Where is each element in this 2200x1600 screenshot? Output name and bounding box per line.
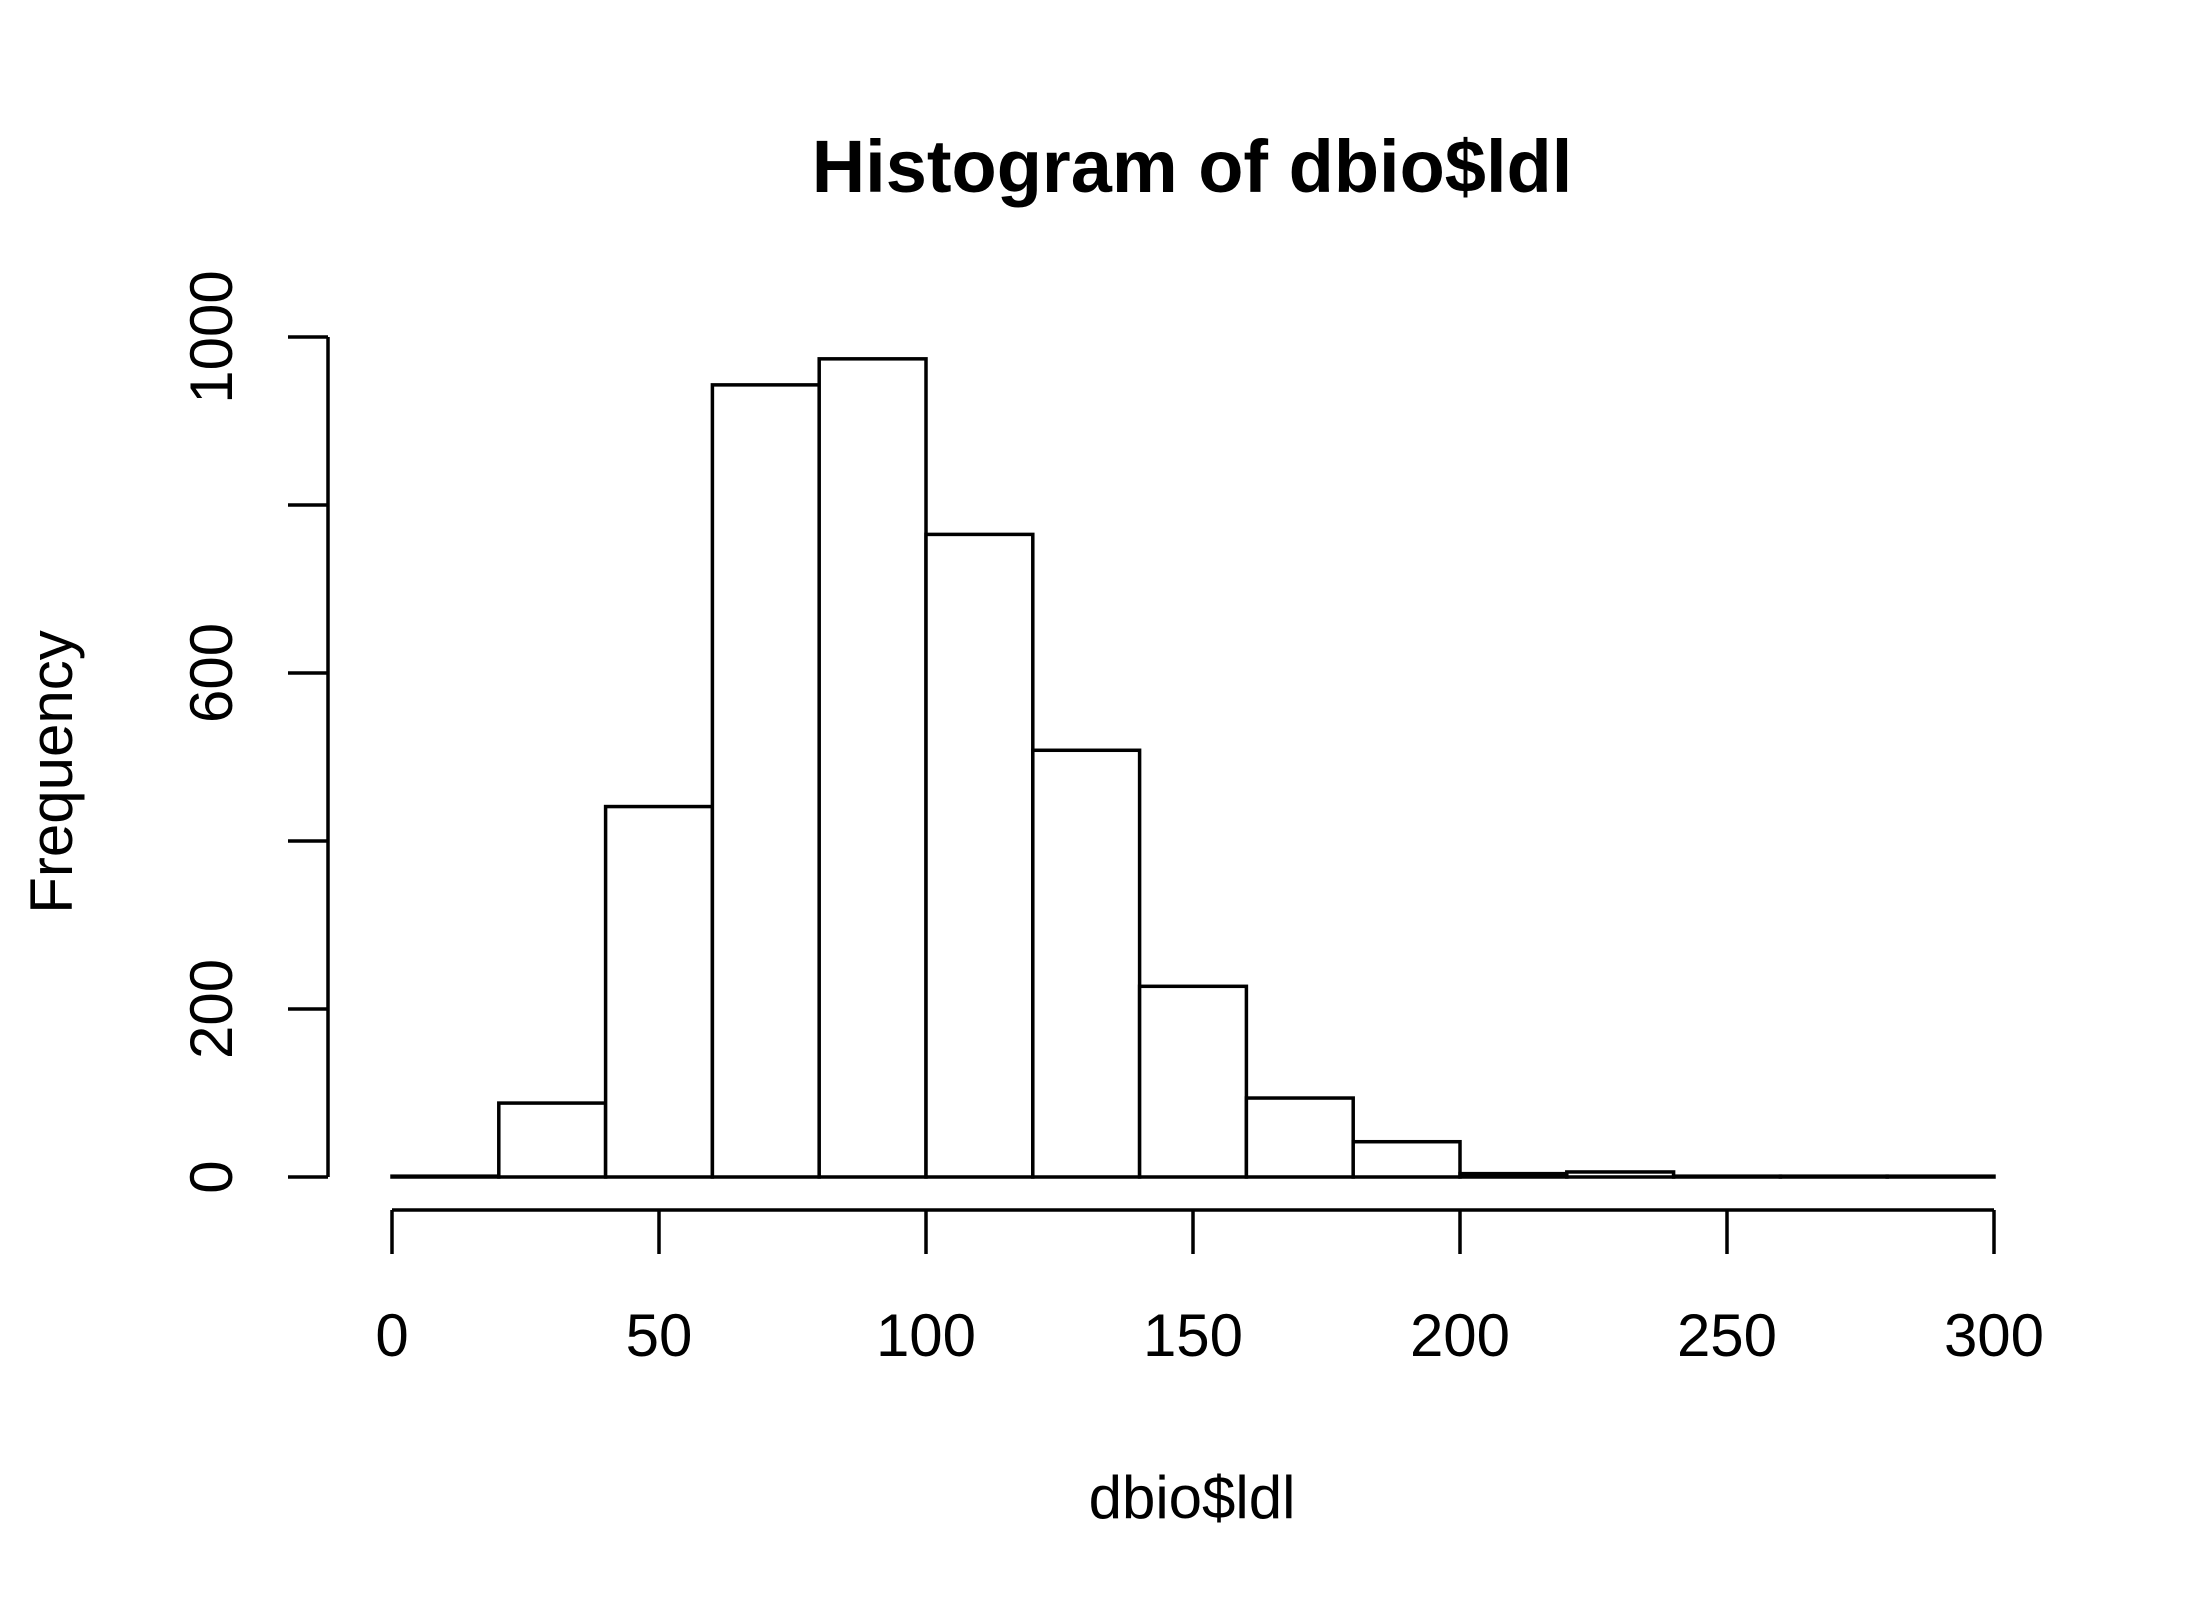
x-tick-label: 150 (1143, 1302, 1243, 1369)
histogram-bar (817, 357, 928, 1179)
y-tick-label: 1000 (178, 270, 245, 403)
y-tick-label: 200 (178, 959, 245, 1059)
x-tick-label: 0 (375, 1302, 408, 1369)
histogram-bar (497, 1101, 608, 1179)
x-tick-label: 300 (1944, 1302, 2044, 1369)
x-tick-label: 200 (1410, 1302, 1510, 1369)
histogram-bar (1565, 1170, 1676, 1179)
y-axis: 0 200 600 1000 (178, 270, 330, 1194)
histogram-bar (1351, 1139, 1462, 1179)
histogram-bar (1885, 1174, 1996, 1179)
histogram-bar (390, 1174, 501, 1179)
x-tick-label: 50 (626, 1302, 693, 1369)
histogram-bar (1458, 1171, 1569, 1179)
y-axis-label: Frequency (18, 630, 85, 913)
x-axis-label: dbio$ldl (1089, 1464, 1296, 1531)
x-tick-label: 100 (876, 1302, 976, 1369)
histogram-bar (1244, 1096, 1355, 1179)
y-tick-label: 0 (178, 1160, 245, 1193)
chart-title: Histogram of dbio$ldl (812, 125, 1573, 208)
x-tick-label: 250 (1677, 1302, 1777, 1369)
histogram-bar (1031, 748, 1142, 1179)
y-tick-label: 600 (178, 623, 245, 723)
histogram-bar (924, 532, 1035, 1179)
histogram-bar (710, 383, 821, 1179)
histogram-bar (603, 804, 715, 1179)
histogram-bar (1778, 1174, 1889, 1179)
histogram-bar (1671, 1174, 1783, 1179)
bars-group (390, 357, 1996, 1179)
x-axis: 0 50 100 150 200 250 300 (375, 1208, 2044, 1369)
histogram-bar (1137, 984, 1249, 1179)
